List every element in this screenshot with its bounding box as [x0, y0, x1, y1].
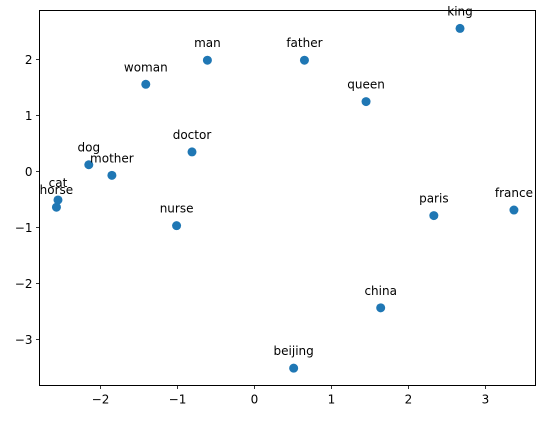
point-label-china: china [364, 284, 397, 298]
point-doctor [187, 147, 197, 157]
point-label-woman: woman [124, 60, 168, 74]
point-label-horse: horse [40, 183, 74, 197]
point-label-beijing: beijing [274, 344, 314, 358]
y-tick-label: −2 [15, 277, 33, 291]
x-tick-label: −2 [92, 393, 110, 407]
point-cat [53, 195, 63, 205]
point-label-father: father [286, 36, 322, 50]
point-label-man: man [194, 36, 221, 50]
data-points [51, 23, 519, 373]
y-tick-label: 1 [25, 109, 33, 123]
x-tick-label: 2 [405, 393, 413, 407]
point-paris [429, 211, 439, 221]
point-label-france: france [495, 186, 533, 200]
y-tick-label: 0 [25, 165, 33, 179]
point-label-mother: mother [90, 151, 134, 165]
point-china [376, 303, 386, 313]
point-mother [107, 170, 117, 180]
y-tick-label: −3 [15, 333, 33, 347]
x-tick-label: 0 [251, 393, 259, 407]
axis-ticks: −2 −1 0 1 2 3 −3 −2 −1 0 1 2 [15, 53, 490, 407]
point-dog [84, 160, 94, 170]
x-tick-label: 1 [328, 393, 336, 407]
point-horse [51, 202, 61, 212]
point-man [202, 55, 212, 65]
point-label-king: king [447, 4, 473, 18]
point-beijing [289, 363, 299, 373]
point-label-doctor: doctor [173, 128, 212, 142]
point-label-cat: cat [49, 176, 68, 190]
x-tick-label: −1 [169, 393, 187, 407]
y-tick-label: 2 [25, 53, 33, 67]
point-woman [141, 79, 151, 89]
x-tick-label: 3 [482, 393, 490, 407]
point-king [455, 23, 465, 33]
point-label-nurse: nurse [160, 202, 194, 216]
point-father [299, 55, 309, 65]
axes-frame [39, 10, 536, 386]
point-france [509, 205, 519, 215]
y-tick-label: −1 [15, 221, 33, 235]
point-label-dog: dog [78, 141, 101, 155]
point-queen [361, 97, 371, 107]
point-label-queen: queen [347, 78, 385, 92]
point-nurse [172, 221, 182, 231]
point-label-paris: paris [419, 192, 449, 206]
